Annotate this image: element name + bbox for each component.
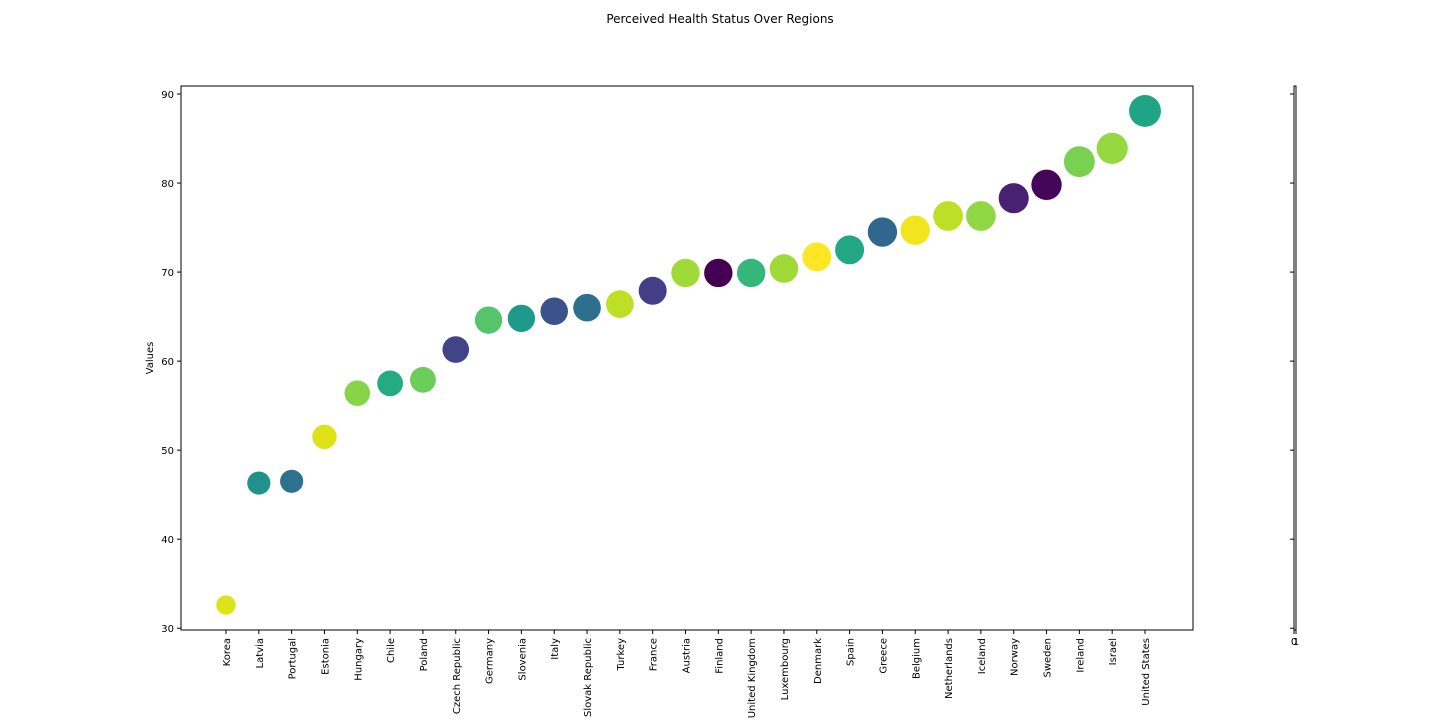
x-tick-label: Ireland xyxy=(1075,638,1086,673)
y-tick-label: 70 xyxy=(161,268,174,279)
x-tick-label: Iceland xyxy=(977,638,988,674)
point xyxy=(769,254,799,283)
point xyxy=(835,235,865,265)
point xyxy=(573,293,601,322)
point xyxy=(900,215,930,245)
y-tick-label: 60 xyxy=(161,357,174,368)
x-tick-label: Chile xyxy=(386,638,397,663)
point xyxy=(802,242,832,272)
x-tick-label: United States xyxy=(1141,638,1152,706)
x-tick-label: Luxembourg xyxy=(780,638,791,700)
point xyxy=(442,336,470,363)
point xyxy=(736,258,766,288)
y-tick-label: 90 xyxy=(161,90,174,101)
x-tick-label: Italy xyxy=(550,638,561,660)
x-tick-label: Denmark xyxy=(813,638,824,684)
x-tick-label: Greece xyxy=(878,638,889,674)
y-tick-label: 30 xyxy=(161,624,174,635)
point xyxy=(704,258,733,288)
chart-title: Perceived Health Status Over Regions xyxy=(606,12,833,26)
x-tick-label: Sweden xyxy=(1043,638,1054,678)
x-tick-label: Slovenia xyxy=(517,638,528,681)
point xyxy=(933,201,963,231)
point xyxy=(1063,146,1095,178)
y-axis-label: Values xyxy=(145,342,156,375)
point xyxy=(671,258,700,288)
y-tick-label: 80 xyxy=(161,179,174,190)
point xyxy=(247,471,271,495)
point xyxy=(409,366,436,393)
colorbar-frame xyxy=(1293,85,1297,631)
x-tick-label: Hungary xyxy=(353,638,364,681)
point xyxy=(312,424,337,449)
point xyxy=(638,276,667,305)
point xyxy=(1096,132,1128,164)
point xyxy=(216,595,236,615)
x-tick-label: United Kingdom xyxy=(747,638,758,718)
point xyxy=(540,297,568,326)
x-tick-label: Belgium xyxy=(911,638,922,679)
x-tick-label: Finland xyxy=(714,638,725,674)
point xyxy=(606,290,634,318)
x-tick-label: Netherlands xyxy=(944,638,955,699)
point xyxy=(344,380,371,406)
x-tick-label: Estonia xyxy=(320,638,331,675)
point xyxy=(507,304,536,333)
point xyxy=(377,370,403,397)
point xyxy=(966,201,996,231)
x-tick-label: Poland xyxy=(419,638,430,671)
x-tick-label: Germany xyxy=(485,638,496,684)
x-tick-label: Turkey xyxy=(616,638,627,672)
x-tick-label: Israel xyxy=(1108,638,1119,665)
colorbar-x-tick-label: 0 xyxy=(1291,637,1297,648)
plot-frame xyxy=(180,85,1194,631)
point xyxy=(474,306,503,334)
point xyxy=(280,469,304,493)
x-tick-label: Korea xyxy=(222,638,233,666)
x-tick-label: Austria xyxy=(682,638,693,673)
x-tick-label: Czech Republic xyxy=(452,638,463,714)
x-tick-label: Latvia xyxy=(255,638,266,668)
x-tick-label: Spain xyxy=(846,638,857,666)
point xyxy=(998,183,1029,214)
x-tick-label: France xyxy=(649,638,660,671)
y-tick-label: 50 xyxy=(161,446,174,457)
point xyxy=(1031,169,1062,201)
y-tick-label: 40 xyxy=(161,535,174,546)
x-tick-label: Slovak Republic xyxy=(583,638,594,717)
point xyxy=(1129,94,1161,127)
point xyxy=(867,217,898,247)
x-tick-label: Norway xyxy=(1010,638,1021,676)
x-tick-label: Portugal xyxy=(288,638,299,679)
colorbar-x-tick-label: 1 xyxy=(1293,637,1299,648)
